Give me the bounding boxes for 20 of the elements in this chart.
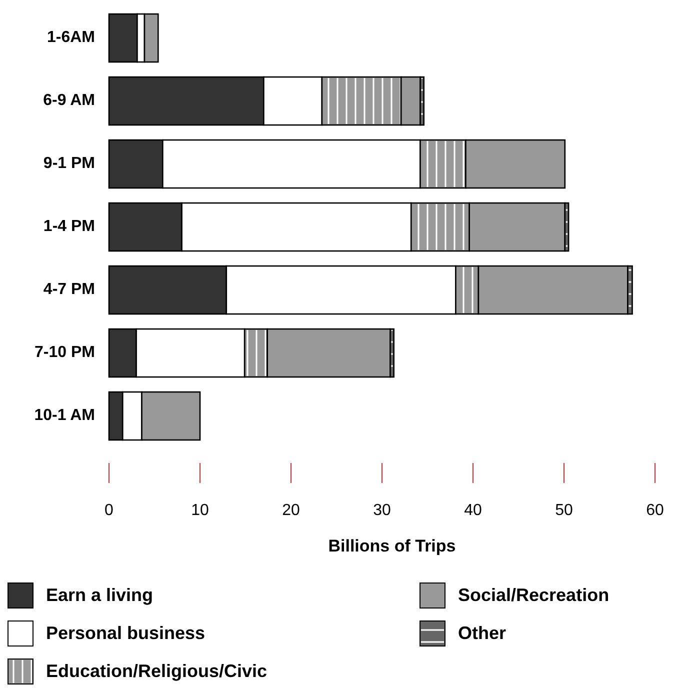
legend-label: Other [458,622,506,643]
y-tick-label: 6-9 AM [43,92,95,110]
x-tick-label: 60 [646,502,664,520]
y-tick-label: 1-6AM [46,29,95,46]
x-tick-label: 40 [464,502,482,520]
legend-label: Education/Religious/Civic [46,660,268,681]
legend-label: Earn a living [46,584,154,605]
y-tick-label: 10-1 AM [34,407,95,424]
y-tick-label: 4-7 PM [43,281,95,298]
x-tick-label: 50 [555,502,573,520]
x-tick-label: 0 [104,502,114,520]
x-tick-label: 10 [191,502,209,520]
y-tick-label: 9-1 PM [43,155,95,172]
y-tick-label: 1-4 PM [43,218,95,236]
y-tick-label: 7-10 PM [34,344,95,362]
x-tick-label: 30 [373,502,391,520]
x-axis-title: Billions of Trips [328,536,456,556]
x-tick-label: 20 [282,502,300,520]
legend-label: Personal business [46,622,206,643]
legend-label: Social/Recreation [458,584,610,605]
